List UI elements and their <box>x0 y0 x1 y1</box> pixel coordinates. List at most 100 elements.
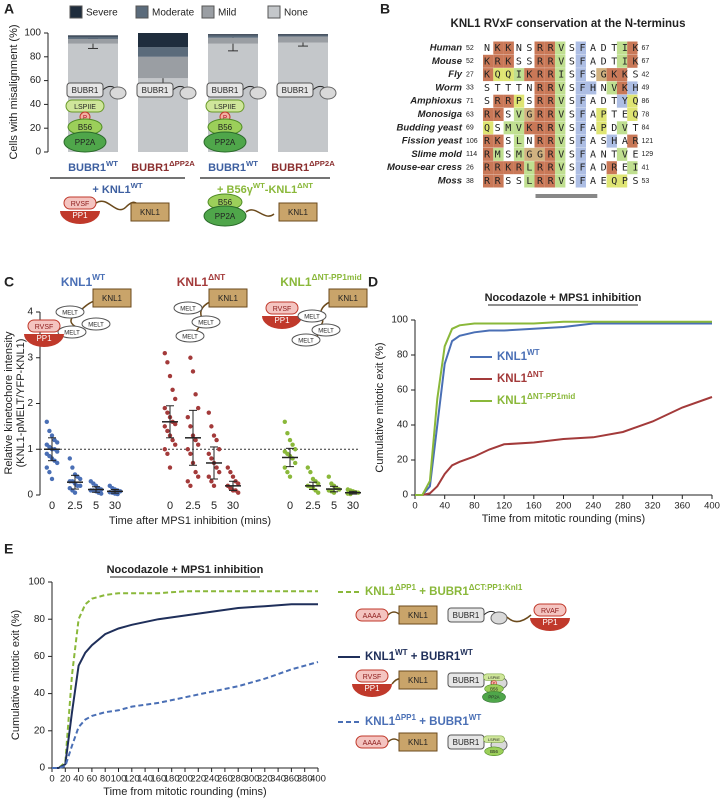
x-tick-label: 180 <box>164 774 180 785</box>
dot <box>188 355 193 360</box>
y-tick-label: 60 <box>34 651 46 662</box>
icon-label: AAAA <box>363 740 382 747</box>
knl1 <box>130 202 170 222</box>
residue-highlight <box>534 147 545 161</box>
dot <box>193 469 198 475</box>
icon-label: KNL1 <box>140 208 161 217</box>
dot <box>188 424 193 429</box>
residue-highlight <box>555 161 566 175</box>
legend-label-part: ΔCT:PP1:Knl1 <box>469 583 523 592</box>
residue-highlight <box>616 68 628 82</box>
residue-highlight <box>606 134 617 148</box>
residue-highlight <box>616 147 628 161</box>
pp2a <box>63 131 107 153</box>
x-tick-label: BUBR1WT <box>68 159 118 174</box>
x-tick-label: 5 <box>331 500 337 512</box>
x-tick-label-part: WT <box>246 159 258 168</box>
end-position: 86 <box>642 98 650 105</box>
residue-highlight <box>555 147 566 161</box>
pp1 <box>262 316 302 329</box>
x-axis-label: Time after MPS1 inhibition (mins) <box>109 515 271 527</box>
residue-highlight <box>544 41 556 55</box>
dot <box>285 469 290 475</box>
legend-swatch <box>69 5 83 19</box>
sequence-text: RKSVGRRVSFAPTEQ <box>484 110 639 121</box>
axes <box>51 582 318 769</box>
bubr1-blob <box>109 86 127 100</box>
dot <box>78 483 83 489</box>
dot <box>305 465 310 470</box>
group-header-part: KNL1 <box>177 275 209 289</box>
y-tick-label: 0 <box>39 763 45 774</box>
motif <box>533 603 567 617</box>
dot <box>287 474 293 479</box>
end-position: 67 <box>642 58 650 65</box>
icon: KNL1 MELT MELT MELT RVSF PP1 KNL1 MELT MELT MELT K… <box>24 288 368 347</box>
x-tick-label: 2.5 <box>67 500 82 512</box>
dot <box>282 419 287 424</box>
group-header: KNL1ΔNT-PP1mid <box>280 272 362 289</box>
start-position: 106 <box>466 138 478 145</box>
bar-segment <box>138 56 188 79</box>
icon-label: KNL1 <box>408 738 429 747</box>
legend-label-part: ΔPP1 <box>395 583 417 592</box>
residue-highlight <box>627 94 638 108</box>
dot <box>206 451 211 457</box>
knl1 <box>328 288 368 308</box>
residue-highlight <box>493 134 504 148</box>
x-tick-label: 280 <box>615 501 631 512</box>
dot <box>196 442 201 447</box>
icon-label: RVSF <box>35 324 54 331</box>
knl1 <box>92 288 132 308</box>
dot <box>70 465 75 470</box>
knl1 <box>208 288 248 308</box>
group-label: + KNL1WT <box>92 181 142 196</box>
residue-highlight <box>544 54 556 68</box>
dot <box>78 476 83 482</box>
dot <box>209 424 214 429</box>
residue-highlight <box>575 174 586 188</box>
end-position: 49 <box>642 85 650 92</box>
x-tick-label: 30 <box>109 500 121 512</box>
melt <box>81 317 111 331</box>
residue-highlight <box>483 134 494 148</box>
residue-highlight <box>534 54 545 68</box>
end-position: 78 <box>642 111 650 118</box>
dot <box>290 442 295 447</box>
residue-highlight <box>524 68 535 82</box>
melt <box>57 325 87 339</box>
residue-highlight <box>627 81 638 95</box>
bubr1-blob <box>179 86 197 100</box>
bar-segment <box>208 37 258 44</box>
icon-label: B56 <box>490 749 498 754</box>
dot <box>209 479 214 484</box>
x-tick-label: 320 <box>257 774 273 785</box>
x-tick-label: 400 <box>310 774 326 785</box>
x-tick-label: BUBR1ΔPP2A <box>271 159 335 174</box>
icon-label: LSPIIE <box>488 738 500 742</box>
icon-label: RVAF <box>541 608 559 615</box>
residue-highlight <box>534 121 545 135</box>
legend-label-part: WT <box>469 713 482 722</box>
residue-highlight <box>483 121 494 135</box>
dot <box>209 456 214 461</box>
end-position: 121 <box>642 138 654 145</box>
residue-highlight <box>596 108 607 121</box>
sequence-text: RMSMGGRVSFANTVE <box>484 149 639 160</box>
residue-highlight <box>616 174 628 188</box>
residue-highlight <box>627 108 638 121</box>
b56 <box>484 746 504 756</box>
motif <box>265 301 299 315</box>
x-tick-label: 30 <box>347 500 359 512</box>
icon-label: BUBR1 <box>212 86 239 95</box>
end-position: 129 <box>642 151 654 158</box>
legend-label-part: KNL1 <box>497 373 528 385</box>
legend-label-part: WT <box>527 348 540 357</box>
legend-label-part: ΔPP1 <box>395 713 417 722</box>
residue-highlight <box>493 68 504 82</box>
melt <box>311 323 341 337</box>
y-tick-label: 0 <box>35 147 41 158</box>
group-label-part: WT <box>131 181 143 190</box>
legend-label: Mild <box>218 8 236 19</box>
